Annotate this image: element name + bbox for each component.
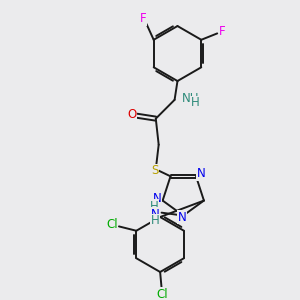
Text: H: H xyxy=(150,200,159,213)
Text: H: H xyxy=(151,214,160,227)
Text: Cl: Cl xyxy=(106,218,118,231)
Text: Cl: Cl xyxy=(157,288,168,300)
Text: NH: NH xyxy=(182,92,199,105)
Text: N: N xyxy=(178,211,186,224)
Text: O: O xyxy=(127,108,136,121)
Text: H: H xyxy=(191,96,200,109)
Text: F: F xyxy=(140,12,147,25)
Text: N: N xyxy=(153,192,162,205)
Text: F: F xyxy=(219,26,226,38)
Text: S: S xyxy=(151,164,159,177)
Text: N: N xyxy=(197,167,206,181)
Text: N: N xyxy=(151,208,160,220)
